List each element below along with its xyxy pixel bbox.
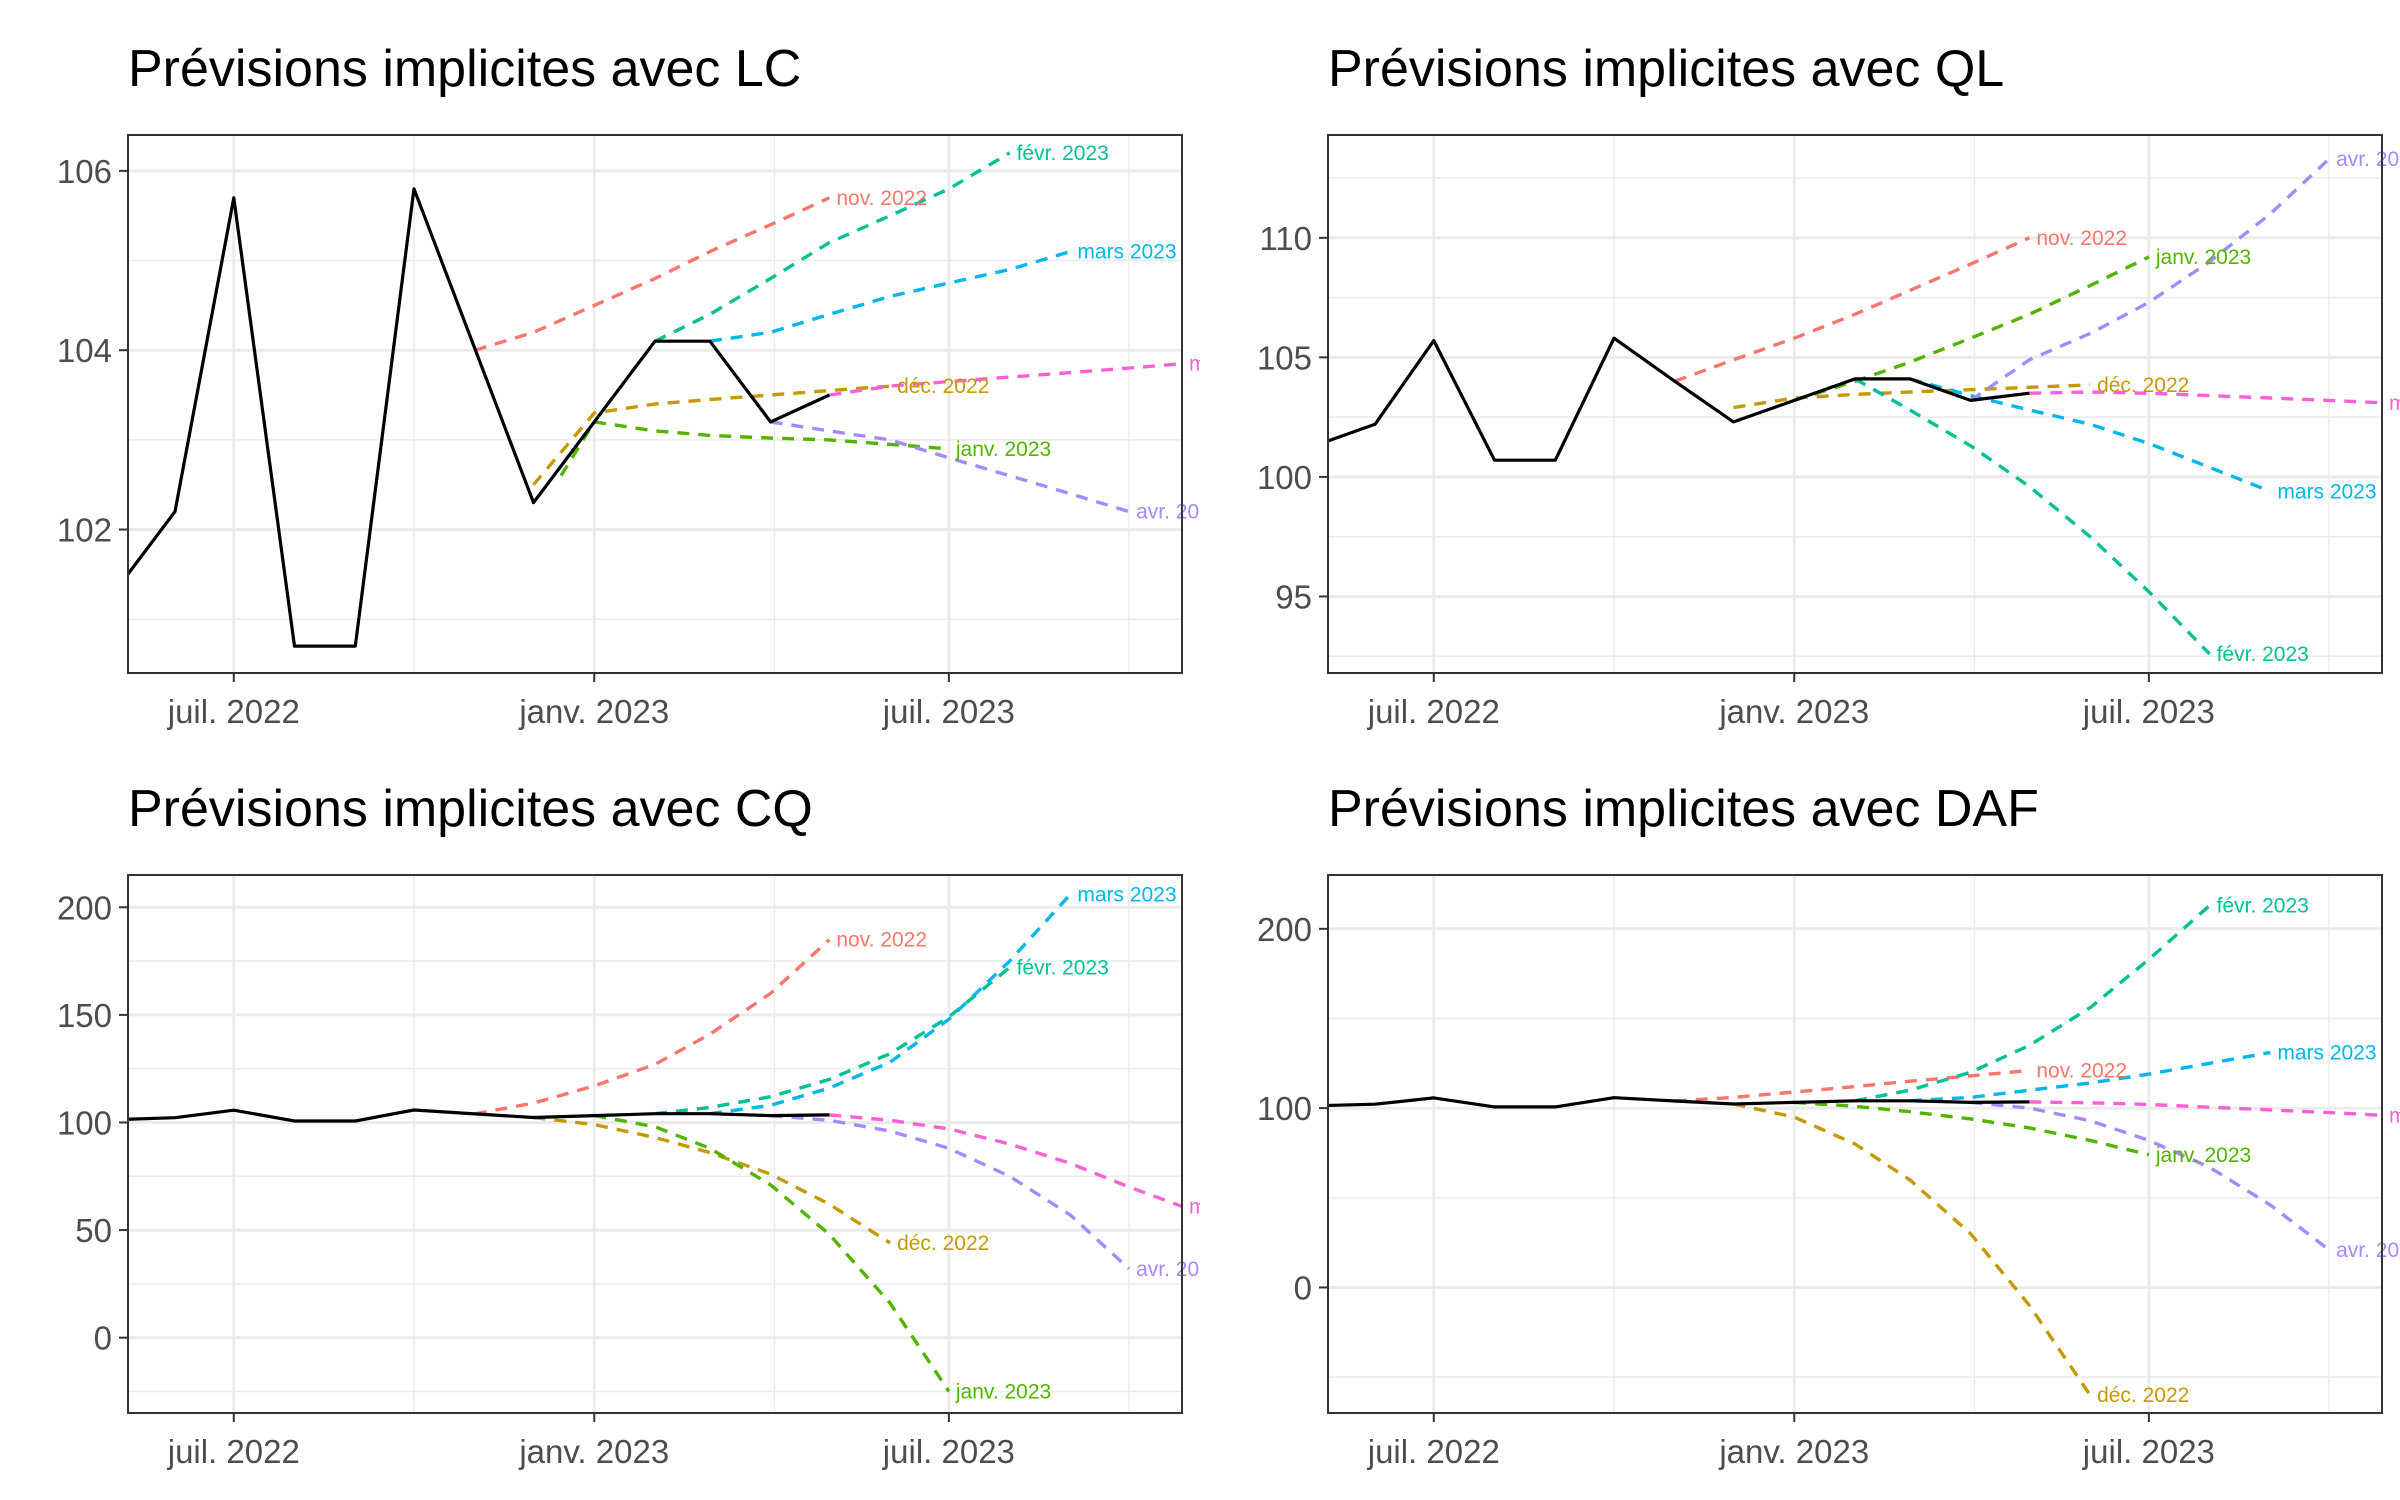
series-line-f-vr-2023 — [654, 966, 1011, 1116]
series-label: mars 2023 — [2277, 1042, 2376, 1065]
y-tick-label: 110 — [1259, 220, 1312, 257]
series-label: janv. 2023 — [2155, 1144, 2251, 1167]
series-line-janv-2023 — [1794, 1100, 2150, 1157]
series-line-actual — [128, 187, 831, 648]
series-label: avr. 2023 — [1136, 1258, 1200, 1281]
series-label: févr. 2023 — [1017, 142, 1109, 165]
series-line-mai — [829, 362, 1182, 397]
plot-border — [127, 874, 1183, 1414]
series-label: déc. 2022 — [2097, 374, 2189, 397]
x-tick-label: janv. 2023 — [518, 693, 669, 730]
x-tick-label: juil. 2022 — [167, 1433, 300, 1470]
plot-border — [1327, 134, 2383, 674]
series-label: févr. 2023 — [2217, 894, 2309, 917]
chart-svg: Prévisions implicites avec QL nov. 2022 dé… — [1257, 40, 2400, 730]
x-tick-label: juil. 2023 — [2082, 1433, 2215, 1470]
y-tick-label: 104 — [57, 332, 112, 369]
x-tick-label: juil. 2022 — [167, 693, 300, 730]
series-label: déc. 2022 — [2097, 1384, 2189, 1407]
chart-svg: Prévisions implicites avec DAF nov. 2022 d… — [1257, 780, 2400, 1470]
chart-panel-lc: Prévisions implicites avec LC nov. 2022 dé… — [0, 0, 1200, 740]
series-line-nov-2022 — [474, 938, 831, 1116]
x-tick-label: juil. 2023 — [882, 693, 1015, 730]
y-tick-label: 50 — [75, 1212, 112, 1249]
series-label: mai — [1189, 1195, 1200, 1218]
y-tick-label: 102 — [57, 512, 112, 549]
series-line-d-c-2022 — [1733, 1102, 2092, 1397]
series-line-mars-2023 — [709, 893, 1072, 1116]
series-line-actual — [1328, 1096, 2030, 1109]
series-line-avr-2023 — [1969, 157, 2331, 402]
series-label: nov. 2022 — [2036, 1059, 2127, 1082]
series-label: janv. 2023 — [955, 438, 1051, 461]
series-label: avr. 2023 — [2336, 1239, 2400, 1262]
y-tick-label: 0 — [1294, 1269, 1312, 1306]
series-line-avr-2023 — [1970, 1100, 2331, 1252]
chart-title: Prévisions implicites avec QL — [1328, 40, 2004, 98]
series-line-f-vr-2023 — [654, 151, 1011, 343]
series-line-janv-2023 — [559, 420, 950, 477]
chart-svg: Prévisions implicites avec LC nov. 2022 dé… — [57, 40, 1200, 730]
series-line-janv-2023 — [1793, 255, 2150, 403]
y-tick-label: 0 — [94, 1320, 112, 1357]
series-line-janv-2023 — [593, 1113, 951, 1393]
x-tick-label: juil. 2023 — [2082, 693, 2215, 730]
series-label: janv. 2023 — [955, 1380, 1051, 1403]
series-label: mars 2023 — [1077, 241, 1176, 264]
series-line-mai — [2029, 1100, 2382, 1117]
chart-svg: Prévisions implicites avec CQ nov. 2022 dé… — [57, 780, 1200, 1470]
y-tick-label: 100 — [57, 1104, 112, 1141]
series-line-nov-2022 — [1674, 1068, 2030, 1103]
series-label: mai — [2389, 1104, 2400, 1127]
series-label: déc. 2022 — [897, 375, 989, 398]
series-label: févr. 2023 — [2217, 643, 2309, 666]
chart-panel-cq: Prévisions implicites avec CQ nov. 2022 dé… — [0, 740, 1200, 1480]
series-label: avr. 2023 — [2336, 148, 2400, 171]
y-tick-label: 100 — [1257, 459, 1312, 496]
series-line-nov-2022 — [1674, 236, 2031, 383]
y-tick-label: 200 — [57, 889, 112, 926]
series-label: nov. 2022 — [2036, 227, 2127, 250]
x-tick-label: janv. 2023 — [518, 1433, 669, 1470]
series-line-actual — [1328, 336, 2030, 462]
series-label: avr. 2023 — [1136, 501, 1200, 524]
chart-panel-ql: Prévisions implicites avec QL nov. 2022 dé… — [1200, 0, 2400, 740]
series-line-avr-2023 — [770, 1113, 1131, 1271]
series-label: mars 2023 — [1077, 883, 1176, 906]
series-label: mai — [1189, 353, 1200, 376]
y-tick-label: 95 — [1275, 578, 1312, 615]
chart-title: Prévisions implicites avec CQ — [128, 780, 813, 838]
y-tick-label: 105 — [1257, 339, 1312, 376]
x-tick-label: juil. 2023 — [882, 1433, 1015, 1470]
series-line-mai — [2029, 390, 2382, 405]
series-label: nov. 2022 — [836, 929, 927, 952]
x-tick-label: juil. 2022 — [1367, 1433, 1500, 1470]
series-line-d-c-2022 — [532, 384, 891, 486]
chart-title: Prévisions implicites avec DAF — [1328, 780, 2039, 838]
series-line-nov-2022 — [474, 196, 831, 352]
series-label: mai — [2389, 392, 2400, 415]
series-label: janv. 2023 — [2155, 246, 2251, 269]
series-line-mars-2023 — [1909, 1050, 2271, 1103]
chart-title: Prévisions implicites avec LC — [128, 40, 801, 98]
series-label: mars 2023 — [2277, 480, 2376, 503]
x-tick-label: janv. 2023 — [1718, 1433, 1869, 1470]
series-label: nov. 2022 — [836, 187, 927, 210]
y-tick-label: 100 — [1257, 1090, 1312, 1127]
y-tick-label: 200 — [1257, 911, 1312, 948]
x-tick-label: janv. 2023 — [1718, 693, 1869, 730]
plot-border — [127, 134, 1183, 674]
chart-panel-daf: Prévisions implicites avec DAF nov. 2022 d… — [1200, 740, 2400, 1480]
series-line-actual — [128, 1108, 830, 1123]
y-tick-label: 150 — [57, 997, 112, 1034]
series-line-d-c-2022 — [1733, 383, 2091, 410]
plot-border — [1327, 874, 2383, 1414]
series-label: févr. 2023 — [1017, 957, 1109, 980]
plot-background — [1328, 135, 2382, 673]
series-label: déc. 2022 — [897, 1232, 989, 1255]
y-tick-label: 106 — [57, 153, 112, 190]
x-tick-label: juil. 2022 — [1367, 693, 1500, 730]
series-line-f-vr-2023 — [1854, 377, 2211, 656]
